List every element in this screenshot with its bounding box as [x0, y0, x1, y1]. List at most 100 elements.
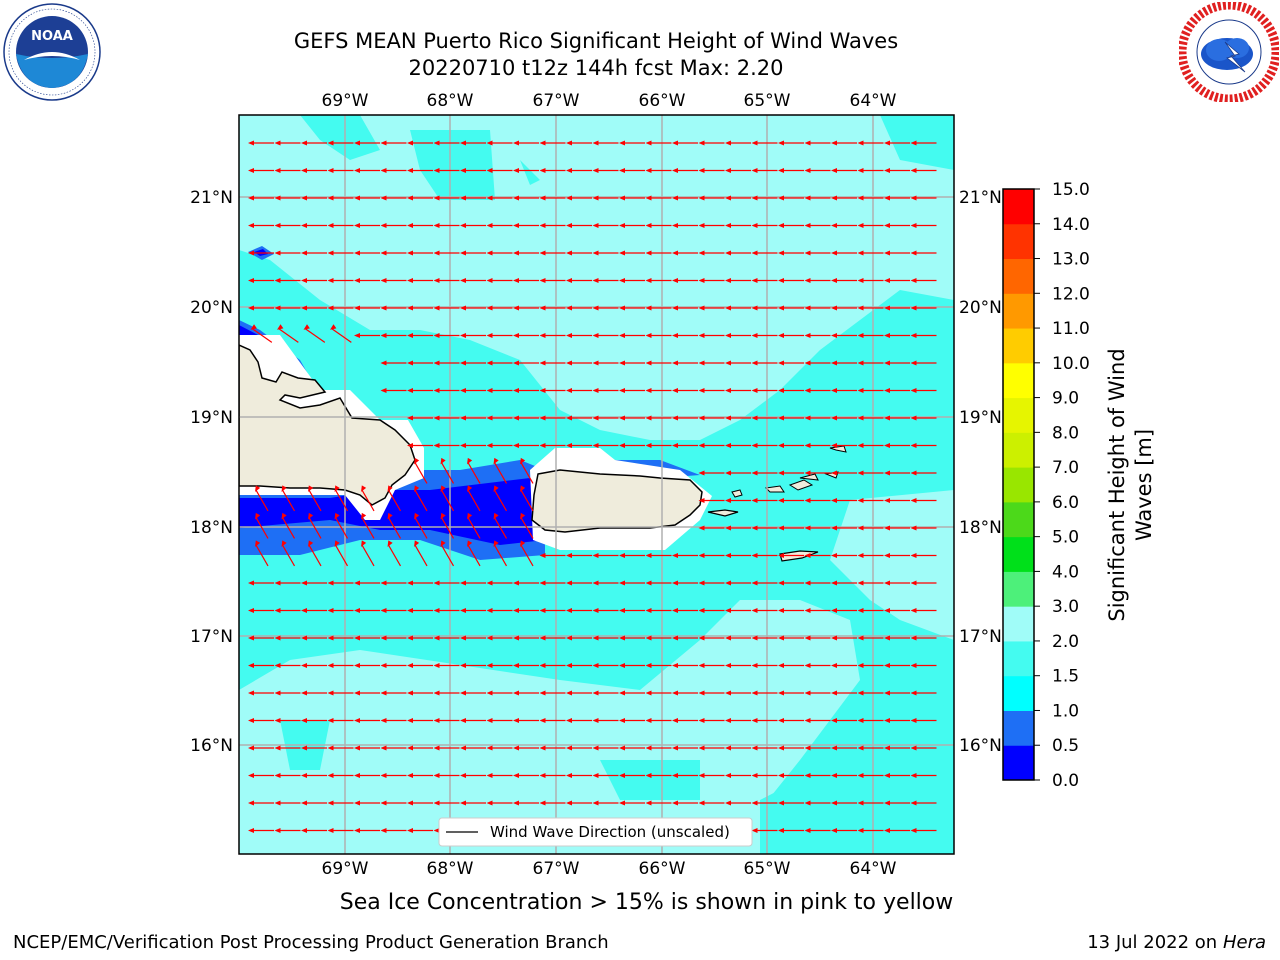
wave-arrow — [354, 223, 380, 228]
wave-arrow — [751, 690, 778, 696]
wave-arrow — [592, 415, 619, 421]
colorbar-segment — [1003, 710, 1034, 746]
wave-arrow — [619, 278, 645, 283]
wave-arrow — [566, 608, 592, 613]
wave-arrow — [778, 690, 804, 696]
wave-arrow — [407, 168, 433, 173]
wave-arrow — [248, 745, 274, 751]
wave-arrow — [804, 415, 831, 421]
wave-arrow — [725, 168, 751, 173]
wave-arrow — [751, 168, 778, 173]
colorbar-segment — [1003, 362, 1034, 399]
wave-arrow — [281, 512, 296, 539]
wave-arrow — [513, 333, 539, 338]
wave-arrow — [778, 663, 804, 668]
wave-arrow — [725, 360, 751, 366]
wave-arrow — [698, 195, 725, 201]
wave-arrow — [884, 718, 910, 723]
wave-arrow — [274, 690, 301, 696]
lat-label-right: 21°N — [959, 188, 1002, 208]
wave-arrow — [831, 278, 857, 283]
wave-arrow — [751, 415, 778, 421]
wave-arrow — [414, 457, 428, 484]
wave-arrow — [911, 856, 937, 861]
wave-arrow — [831, 388, 857, 393]
wave-arrow — [248, 195, 274, 201]
contour-1-5m-south — [280, 700, 954, 854]
wave-arrow — [725, 140, 751, 146]
island-anegada — [829, 445, 847, 453]
map-frame — [238, 114, 955, 855]
wave-arrow — [725, 663, 751, 668]
wave-arrow — [857, 525, 884, 531]
colorbar-segment — [1003, 536, 1034, 572]
wave-arrow — [857, 415, 884, 421]
wave-arrow — [831, 525, 857, 531]
wave-arrow — [592, 250, 619, 256]
wave-arrow — [274, 305, 301, 311]
wave-arrow — [407, 305, 433, 311]
wave-arrow — [751, 250, 778, 256]
wave-arrow — [804, 800, 831, 806]
wave-arrow — [857, 388, 884, 393]
wave-arrow — [910, 305, 937, 311]
wave-arrow — [645, 718, 672, 723]
wave-arrow — [513, 443, 539, 448]
wave-arrow — [327, 580, 354, 586]
wave-arrow — [778, 140, 804, 146]
wave-arrow — [327, 608, 354, 613]
wave-arrow — [513, 195, 539, 201]
wave-arrow — [804, 278, 831, 283]
wave-arrow — [301, 745, 327, 751]
wave-arrow — [301, 195, 327, 201]
wave-arrow — [778, 223, 804, 228]
wave-arrow — [778, 470, 804, 476]
wave-arrow — [857, 663, 884, 668]
wave-arrow — [433, 223, 460, 228]
wave-arrow — [486, 443, 513, 448]
wave-arrow — [407, 333, 433, 338]
wave-arrow — [831, 690, 857, 696]
lon-label-bottom: 67°W — [533, 859, 580, 879]
wave-arrow — [910, 195, 937, 201]
wave-arrow — [513, 635, 539, 641]
wave-arrow — [460, 278, 486, 283]
wave-arrow — [274, 718, 301, 723]
wave-arrow — [327, 195, 354, 201]
wave-arrow — [778, 333, 804, 338]
wave-arrow — [486, 168, 513, 173]
wave-arrow — [513, 360, 539, 366]
wave-arrow — [831, 470, 857, 476]
wave-arrow — [778, 745, 804, 751]
wave-arrow — [645, 195, 672, 201]
wave-arrow — [460, 305, 486, 311]
wave-arrow — [831, 443, 857, 448]
wave-arrow — [460, 800, 486, 806]
lon-label-top: 64°W — [850, 91, 897, 111]
wave-arrow — [301, 250, 327, 256]
wave-arrow — [698, 223, 725, 228]
wave-arrow — [645, 415, 672, 421]
wave-arrow — [672, 580, 698, 586]
wave-arrow — [433, 415, 460, 421]
wave-arrow — [486, 580, 513, 586]
wave-arrow — [645, 140, 672, 146]
wave-arrow — [645, 663, 672, 668]
wave-arrow — [486, 608, 513, 613]
wave-arrow — [460, 773, 486, 778]
lat-label-right: 18°N — [959, 518, 1002, 538]
wave-arrow — [433, 773, 460, 778]
wave-arrow — [433, 140, 460, 146]
wave-arrow — [248, 305, 274, 311]
wave-arrow — [910, 360, 937, 366]
wave-arrow — [778, 608, 804, 613]
wave-arrow — [778, 525, 804, 531]
wave-arrow — [672, 278, 698, 283]
wave-arrow — [334, 512, 349, 539]
wave-arrow — [698, 773, 725, 778]
wave-arrow — [248, 223, 274, 228]
wave-arrow — [433, 278, 460, 283]
wave-arrow — [493, 512, 508, 539]
wave-arrow — [566, 553, 592, 558]
wave-arrow — [910, 250, 937, 256]
